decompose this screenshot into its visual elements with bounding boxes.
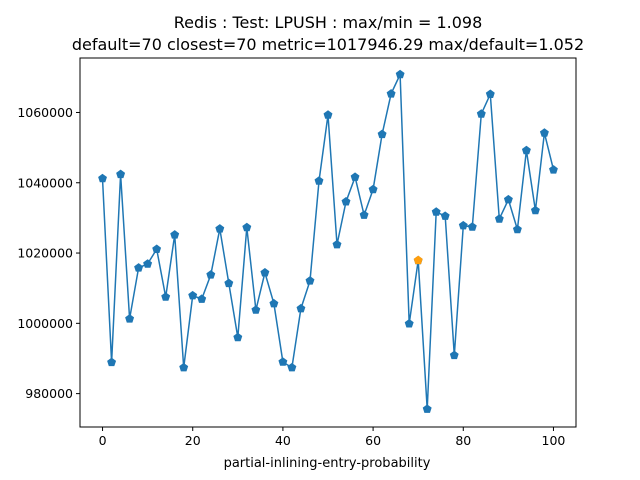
data-point [152, 244, 162, 254]
y-tick-label: 1000000 [17, 316, 73, 331]
y-tick-label: 1040000 [17, 175, 73, 190]
data-point [98, 173, 107, 183]
data-point [116, 169, 126, 179]
data-point [377, 129, 387, 139]
y-tick-label: 1020000 [17, 246, 73, 261]
data-point [341, 197, 351, 206]
data-point [395, 69, 405, 79]
data-point [512, 224, 522, 234]
data-point [305, 276, 315, 285]
x-tick-label: 100 [542, 433, 566, 448]
x-axis-label: partial-inlining-entry-probability [224, 456, 431, 471]
data-point [197, 294, 207, 303]
data-point [449, 350, 459, 360]
data-point [458, 220, 468, 230]
data-point [386, 89, 396, 98]
data-point [224, 278, 234, 288]
data-point [179, 362, 189, 372]
chart-title-line2: default=70 closest=70 metric=1017946.29 … [72, 35, 584, 54]
data-point [476, 109, 486, 118]
data-point [233, 332, 243, 342]
x-tick-label: 0 [99, 433, 107, 448]
x-tick-label: 20 [185, 433, 201, 448]
x-tick-label: 60 [365, 433, 381, 448]
chart-title-line1: Redis : Test: LPUSH : max/min = 1.098 [174, 13, 483, 32]
data-point [206, 270, 216, 279]
data-point [296, 303, 306, 313]
y-axis-ticks: 980000 1000000 1020000 1040000 1060000 [17, 105, 80, 401]
data-point [278, 357, 288, 366]
data-point [125, 314, 135, 323]
data-point [539, 128, 549, 137]
series-line [101, 74, 555, 410]
x-tick-label: 40 [275, 433, 291, 448]
data-point [260, 268, 270, 277]
data-point [215, 224, 225, 233]
data-point [368, 184, 378, 194]
data-point [143, 259, 153, 268]
data-point [107, 357, 117, 367]
data-point [242, 222, 252, 232]
data-point [323, 110, 333, 119]
data-point [170, 230, 180, 239]
data-point [134, 263, 144, 272]
x-axis-ticks: 0 20 40 60 80 100 [99, 427, 566, 448]
default-point-highlight [413, 255, 423, 265]
data-point [314, 176, 324, 185]
data-point [549, 165, 558, 174]
data-point [440, 211, 450, 220]
data-point [521, 145, 531, 155]
data-point [188, 290, 198, 300]
y-tick-label: 1060000 [17, 105, 73, 120]
data-point [161, 292, 171, 301]
data-point [287, 362, 297, 372]
data-point [269, 298, 279, 308]
data-point [467, 222, 477, 231]
x-tick-label: 80 [455, 433, 471, 448]
data-point [431, 207, 441, 216]
data-point [494, 214, 504, 223]
data-point [251, 305, 261, 314]
data-point [359, 210, 369, 219]
plot-area [79, 57, 577, 428]
data-point [404, 319, 414, 328]
data-point [530, 205, 540, 215]
data-point [485, 89, 495, 98]
data-point [503, 194, 513, 204]
data-point [422, 404, 432, 413]
axes-frame [79, 57, 577, 428]
data-point [350, 172, 360, 181]
data-point [332, 239, 342, 249]
y-tick-label: 980000 [25, 386, 73, 401]
